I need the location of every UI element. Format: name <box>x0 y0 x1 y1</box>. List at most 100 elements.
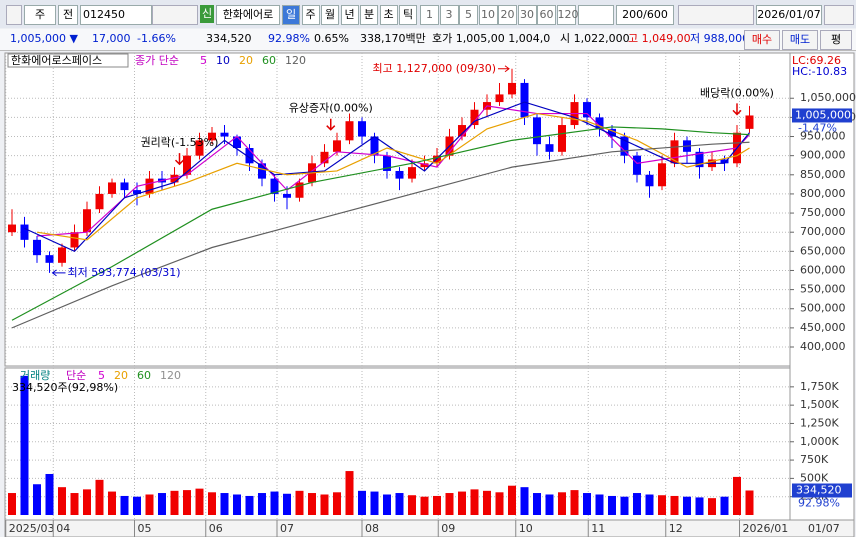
low: 저 988,000 <box>690 32 750 45</box>
y-tick-label: 700,000 <box>800 225 846 238</box>
volume-bar <box>695 497 704 515</box>
market-select[interactable]: 주 <box>24 5 56 25</box>
mode-select[interactable]: 전 <box>58 5 78 25</box>
y-tick-label: 1,750K <box>800 380 839 393</box>
volume-bar <box>20 375 29 515</box>
legend-entry: 60 <box>137 369 151 382</box>
candle-body <box>33 239 41 256</box>
volume-bar <box>308 493 316 515</box>
volume-bar <box>133 496 141 515</box>
interval-button[interactable]: 10 <box>478 5 498 25</box>
x-tick-label: 2025/03 <box>9 522 55 535</box>
rate: -1.66% <box>137 32 176 45</box>
period-button[interactable]: 월 <box>321 5 339 25</box>
candle-body <box>120 182 129 191</box>
y-tick-label: 1,500K <box>800 398 839 411</box>
candle-body <box>370 136 379 156</box>
dropdown[interactable] <box>578 5 614 25</box>
interval-button[interactable]: 5 <box>459 5 478 25</box>
candle-body <box>433 155 441 164</box>
x-tick-label: 05 <box>138 522 152 535</box>
volume-bar <box>545 494 554 515</box>
interval-button[interactable]: 1 <box>420 5 439 25</box>
y-tick-label: 1,250K <box>800 416 839 429</box>
volume-bar <box>8 493 16 515</box>
ma-line <box>24 101 750 253</box>
volume-bar <box>320 494 329 515</box>
candle-body <box>58 247 66 263</box>
candle-body <box>720 159 729 164</box>
y-tick-label: 1,000K <box>800 435 839 448</box>
period-button[interactable]: 초 <box>379 5 398 25</box>
buy-button[interactable]: 매수 <box>744 30 780 50</box>
candle-body <box>183 155 191 175</box>
annotation-arrow <box>51 269 66 277</box>
annotation-label: 배당락(0.00%) <box>700 86 774 99</box>
volume-bar <box>558 492 566 515</box>
candle-body <box>108 182 116 194</box>
info-bar <box>0 29 856 51</box>
interval-button[interactable]: 120 <box>556 5 579 25</box>
annotation-arrow <box>732 103 742 116</box>
volume-bar <box>83 489 91 515</box>
volume-bar <box>733 476 741 515</box>
volume-bar <box>145 494 154 515</box>
candle-body <box>45 255 54 263</box>
y-tick-label: 600,000 <box>800 263 846 276</box>
volume-bar <box>45 473 54 515</box>
candle-body <box>533 117 541 145</box>
x-tick-label: 2026/01 <box>743 522 789 535</box>
candle-body <box>745 115 754 129</box>
interval-button[interactable]: 60 <box>537 5 556 25</box>
candle-body <box>558 125 566 152</box>
count-box[interactable]: 200/600 <box>616 5 674 25</box>
y-tick-label: 750K <box>800 453 829 466</box>
date-input[interactable]: 2026/01/07 <box>756 5 822 25</box>
period-button[interactable]: 년 <box>340 5 359 25</box>
legend-entry: 120 <box>160 369 181 382</box>
candle-body <box>608 128 616 137</box>
menu-icon[interactable] <box>6 5 22 25</box>
period-button[interactable]: 일 <box>282 5 300 25</box>
legend-label: 거래량 <box>20 369 50 382</box>
x-tick-label: 08 <box>365 522 379 535</box>
period-button[interactable]: 주 <box>301 5 320 25</box>
legend-entry: 20 <box>114 369 128 382</box>
volume-bar <box>108 491 116 515</box>
turnover: 0.65% <box>314 32 349 45</box>
sell-button[interactable]: 매도 <box>782 30 818 50</box>
tool-icons[interactable] <box>824 5 854 25</box>
candle-body <box>170 174 179 183</box>
volume-bar <box>520 487 529 515</box>
interval-button[interactable]: 30 <box>517 5 537 25</box>
volume-bar <box>583 493 591 515</box>
volume-bar <box>495 492 504 515</box>
volume-bar <box>395 493 404 515</box>
volume-bar <box>508 485 516 515</box>
volume-bar <box>683 496 691 515</box>
candle-body <box>520 82 529 118</box>
period-button[interactable]: 분 <box>360 5 378 25</box>
candle-body <box>645 174 654 187</box>
y-tick-label: 500,000 <box>800 302 846 315</box>
candle-body <box>333 140 341 152</box>
avg-button[interactable]: 평 <box>820 30 852 50</box>
tool-icons[interactable] <box>678 5 754 25</box>
tool-icons[interactable] <box>152 5 198 25</box>
interval-button[interactable]: 20 <box>498 5 517 25</box>
price-badge <box>792 108 852 123</box>
candle-body <box>20 224 29 240</box>
y-tick-label: 900,000 <box>800 149 846 162</box>
ma-line <box>11 141 750 329</box>
code-input[interactable]: 012450 <box>80 5 152 25</box>
change: 17,000 <box>92 32 131 45</box>
badge: 신 <box>200 5 214 23</box>
candle-body <box>283 193 291 198</box>
x-tick-label: 06 <box>209 522 223 535</box>
candle-body <box>620 136 629 156</box>
volume-bar <box>120 495 129 515</box>
interval-button[interactable]: 3 <box>439 5 459 25</box>
y-tick-label: 400,000 <box>800 340 846 353</box>
period-button[interactable]: 틱 <box>399 5 417 25</box>
